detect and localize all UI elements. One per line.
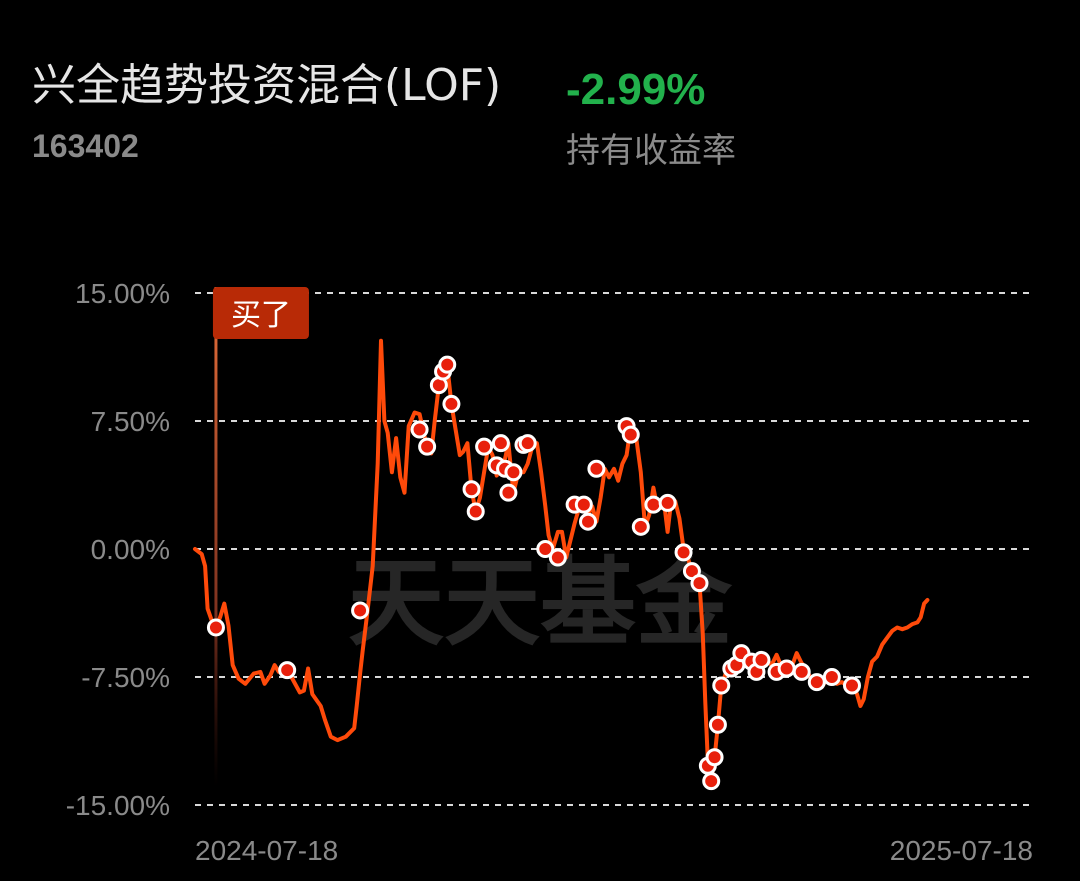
trade-point-marker — [548, 548, 567, 567]
fund-code: 163402 — [32, 128, 139, 164]
trade-point-marker — [475, 437, 494, 456]
buy-marker-tag — [212, 287, 309, 339]
trade-point-marker — [504, 463, 523, 482]
trade-point-marker — [574, 495, 593, 514]
trade-point-marker — [621, 425, 640, 444]
trade-point-marker — [442, 394, 461, 413]
trade-point-marker — [752, 650, 771, 669]
y-tick-label: 7.50% — [91, 406, 170, 437]
trade-point-marker — [702, 772, 721, 791]
trade-point-marker — [206, 618, 225, 637]
y-tick-label: 0.00% — [91, 534, 170, 565]
holding-return-label: 持有收益率 — [566, 131, 736, 171]
trade-point-marker — [579, 512, 598, 531]
trade-point-marker — [491, 434, 510, 453]
trade-point-marker — [712, 676, 731, 695]
trade-point-marker — [518, 434, 537, 453]
trade-point-marker — [708, 715, 727, 734]
trade-point-marker — [410, 420, 429, 439]
trade-point-marker — [842, 676, 861, 695]
buy-marker-line — [214, 287, 218, 787]
x-tick-label: 2025-07-18 — [890, 835, 1033, 866]
trade-point-marker — [536, 540, 555, 558]
trade-point-marker — [466, 502, 485, 521]
trade-point-marker — [631, 517, 650, 536]
trade-point-marker — [822, 668, 841, 686]
trade-point-marker — [690, 574, 709, 593]
trade-point-marker — [807, 673, 826, 692]
watermark-text: 天天基金 — [348, 547, 733, 659]
trade-point-marker — [418, 437, 437, 456]
trade-point-marker — [351, 601, 370, 620]
x-tick-label: 2024-07-18 — [195, 835, 338, 866]
trade-point-marker — [705, 748, 724, 767]
y-tick-label: 15.00% — [75, 278, 170, 309]
trade-point-marker — [278, 661, 297, 680]
trade-point-marker — [499, 483, 518, 502]
trade-point-marker — [658, 493, 677, 512]
trade-point-marker — [587, 459, 606, 478]
holding-return-value: -2.99% — [566, 65, 706, 114]
trade-point-marker — [438, 355, 457, 374]
buy-marker-label: 买了 — [231, 298, 291, 333]
trade-point-marker — [777, 659, 796, 678]
fund-name: 兴全趋势投资混合(LOF) — [32, 60, 502, 111]
trade-point-marker — [644, 495, 663, 514]
return-series-line — [193, 338, 930, 784]
trade-point-marker — [674, 543, 693, 562]
y-tick-label: -15.00% — [66, 790, 170, 821]
trade-point-marker — [792, 662, 811, 681]
trade-point-marker — [462, 480, 481, 499]
y-tick-label: -7.50% — [81, 662, 170, 693]
